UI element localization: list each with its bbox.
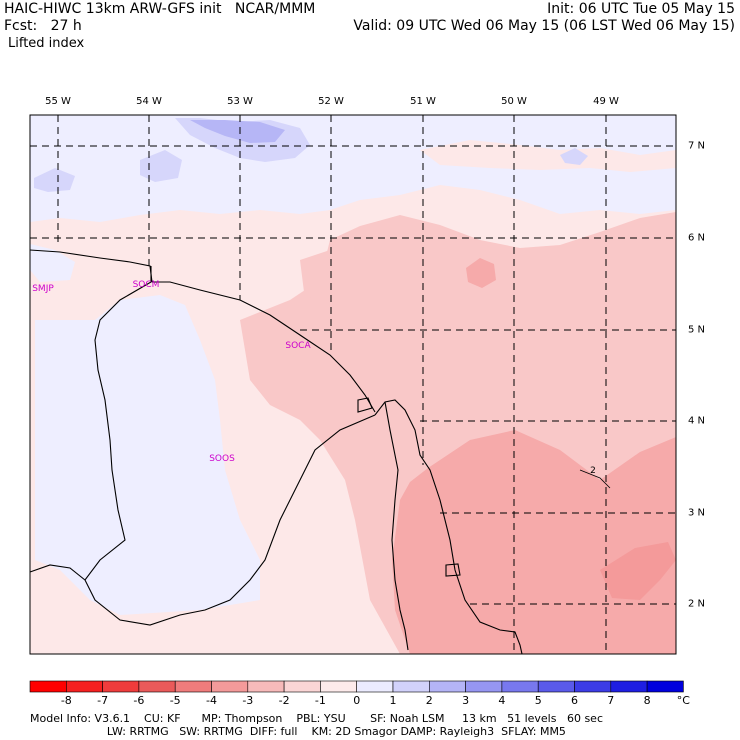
lon-label-55: 55 W xyxy=(45,96,71,107)
colorbar-swatch xyxy=(610,680,648,693)
lifted-index-field xyxy=(30,115,676,654)
colorbar-tick-label: -6 xyxy=(133,694,145,707)
border-fg-south xyxy=(384,401,409,651)
lon-label-51: 51 W xyxy=(410,96,436,107)
colorbar-swatch xyxy=(66,680,103,693)
station-socm: SOCM xyxy=(132,280,160,290)
shade-blue-core xyxy=(190,120,285,143)
colorbar-tick-label: °C xyxy=(676,694,690,707)
colorbar-tick-label: -1 xyxy=(314,694,326,707)
colorbar-swatch xyxy=(574,680,612,693)
colorbar-swatch xyxy=(247,680,285,693)
island-b xyxy=(445,563,461,577)
contour-line xyxy=(579,469,611,489)
colorbar-tick-label: 2 xyxy=(425,694,433,707)
colorbar-tick-label: 5 xyxy=(534,694,542,707)
init-time: Init: 06 UTC Tue 05 May 15 xyxy=(547,1,735,17)
field-name: Lifted index xyxy=(8,36,85,51)
border-west xyxy=(29,281,152,581)
lon-label-52: 52 W xyxy=(318,96,344,107)
colorbar-swatch xyxy=(102,680,140,693)
station-soos: SOOS xyxy=(209,454,235,464)
shade-light-pink-b xyxy=(300,250,330,300)
coastline-borders xyxy=(29,249,523,655)
shade-light-blue-a xyxy=(140,150,182,182)
lat-label-5: 5 N xyxy=(688,324,706,336)
lat-lon-grid xyxy=(30,115,676,654)
border-suriname-fg xyxy=(84,414,376,626)
map-frame xyxy=(29,114,677,655)
colorbar-swatch xyxy=(537,680,575,693)
shade-pink-core xyxy=(600,542,676,600)
colorbar-swatch xyxy=(428,680,466,693)
valid-time: Valid: 09 UTC Wed 06 May 15 (06 LST Wed … xyxy=(353,18,735,34)
shade-light-blue-b xyxy=(34,168,75,192)
colorbar-tick-label: 8 xyxy=(643,694,651,707)
lat-label-4: 4 N xyxy=(688,415,706,427)
colorbar-tick-label: -2 xyxy=(278,694,290,707)
colorbar-tick-label: 6 xyxy=(571,694,578,707)
colorbar-swatch xyxy=(174,680,212,693)
lat-label-7: 7 N xyxy=(688,140,706,152)
colorbar-swatch xyxy=(501,680,539,693)
colorbar-swatch xyxy=(646,680,684,693)
colorbar-tick-label: -8 xyxy=(60,694,72,707)
forecast-hour: Fcst: 27 h xyxy=(4,18,82,34)
island-a xyxy=(357,397,373,413)
colorbar-tick-label: -5 xyxy=(169,694,181,707)
model-info-line1: Model Info: V3.6.1 CU: KF MP: Thompson P… xyxy=(30,712,603,725)
model-info-line2: LW: RRTMG SW: RRTMG DIFF: full KM: 2D Sm… xyxy=(30,725,566,738)
colorbar-swatch xyxy=(211,680,249,693)
lon-label-50: 50 W xyxy=(501,96,527,107)
colorbar-swatch xyxy=(29,680,67,693)
colorbar-tick-label: -3 xyxy=(242,694,254,707)
lat-label-3: 3 N xyxy=(688,507,706,519)
colorbar xyxy=(29,680,684,693)
colorbar-tick-label: 0 xyxy=(353,694,361,707)
model-title: HAIC-HIWC 13km ARW-GFS init NCAR/MMM xyxy=(4,1,316,17)
lon-label-54: 54 W xyxy=(136,96,162,107)
lon-label-49: 49 W xyxy=(593,96,619,107)
colorbar-swatch xyxy=(356,680,394,693)
shade-light-blue-c xyxy=(560,148,588,165)
colorbar-tick-label: -7 xyxy=(97,694,109,707)
lat-label-6: 6 N xyxy=(688,232,706,244)
shade-lavender-west xyxy=(30,244,75,282)
colorbar-tick-label: 4 xyxy=(498,694,506,707)
border-fg-brazil xyxy=(374,399,523,655)
colorbar-tick-label: 3 xyxy=(462,694,470,707)
colorbar-swatch xyxy=(320,680,357,693)
station-smjp: SMJP xyxy=(32,284,54,294)
shade-pink-blob xyxy=(466,258,496,288)
colorbar-swatch xyxy=(283,680,321,693)
colorbar-tick-label: 1 xyxy=(389,694,397,707)
lat-label-2: 2 N xyxy=(688,598,706,610)
coastline xyxy=(29,249,376,413)
colorbar-tick-label: 7 xyxy=(607,694,615,707)
contour-label: 2 xyxy=(590,466,596,476)
shade-lavender-interior xyxy=(35,295,260,615)
lon-label-53: 53 W xyxy=(227,96,253,107)
shade-pink-southeast xyxy=(392,430,676,654)
station-soca: SOCA xyxy=(285,341,311,351)
colorbar-tick-label: -4 xyxy=(206,694,217,707)
colorbar-swatch xyxy=(465,680,503,693)
colorbar-swatch xyxy=(138,680,176,693)
colorbar-swatch xyxy=(392,680,430,693)
shade-pale-pink-streak xyxy=(420,140,676,172)
